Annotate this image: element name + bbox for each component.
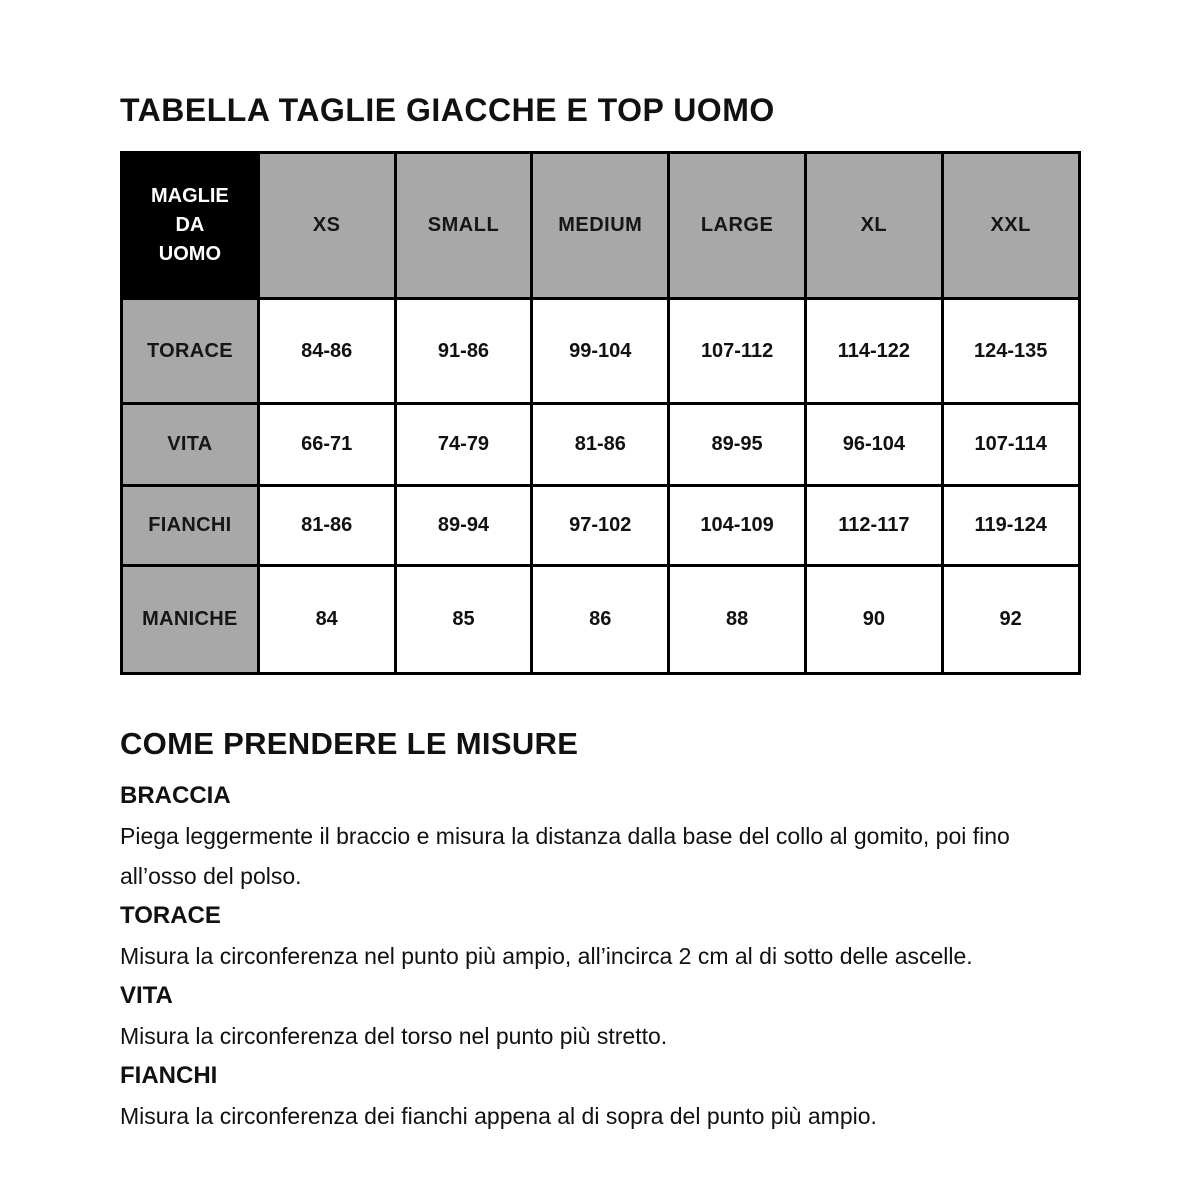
fianchi-small: 89-94 xyxy=(393,484,534,567)
fianchi-medium: 97-102 xyxy=(530,484,671,567)
measure-label-torace: TORACE xyxy=(120,902,221,929)
row-label-vita: VITA xyxy=(120,402,260,487)
maniche-large: 88 xyxy=(667,564,807,675)
measure-item-vita: VITA Misura la circonferenza del torso n… xyxy=(120,976,1080,1056)
page-title: TABELLA TAGLIE GIACCHE E TOP UOMO xyxy=(120,92,775,128)
measure-label-fianchi: FIANCHI xyxy=(120,1062,218,1089)
size-chart-page: TABELLA TAGLIE GIACCHE E TOP UOMO MAGLIE… xyxy=(120,92,1081,1136)
measure-item-torace: TORACE Misura la circonferenza nel punto… xyxy=(120,896,1080,976)
size-table: MAGLIE DA UOMO XS SMALL MEDIUM LARGE XL … xyxy=(120,151,1081,675)
torace-xs: 84-86 xyxy=(256,297,397,405)
row-label-maniche: MANICHE xyxy=(120,564,260,675)
fianchi-xl: 112-117 xyxy=(803,484,944,567)
column-header-xl: XL xyxy=(803,151,944,300)
maniche-small: 85 xyxy=(393,564,534,675)
size-table-header-row: MAGLIE DA UOMO XS SMALL MEDIUM LARGE XL … xyxy=(120,151,1081,300)
table-row-maniche: MANICHE 84 85 86 88 90 92 xyxy=(120,564,1081,675)
measure-text-fianchi: Misura la circonferenza dei fianchi appe… xyxy=(120,1103,877,1129)
torace-small: 91-86 xyxy=(393,297,534,405)
torace-medium: 99-104 xyxy=(530,297,671,405)
measure-section-heading: COME PRENDERE LE MISURE xyxy=(120,726,579,761)
torace-xl: 114-122 xyxy=(803,297,944,405)
vita-xxl: 107-114 xyxy=(940,402,1081,487)
measure-text-braccia: Piega leggermente il braccio e misura la… xyxy=(120,823,1010,889)
column-header-xs: XS xyxy=(256,151,397,300)
table-row-fianchi: FIANCHI 81-86 89-94 97-102 104-109 112-1… xyxy=(120,484,1081,567)
table-row-vita: VITA 66-71 74-79 81-86 89-95 96-104 107-… xyxy=(120,402,1081,487)
maniche-xl: 90 xyxy=(803,564,944,675)
vita-xs: 66-71 xyxy=(256,402,397,487)
row-label-fianchi: FIANCHI xyxy=(120,484,260,567)
vita-medium: 81-86 xyxy=(530,402,671,487)
measure-item-braccia: BRACCIA Piega leggermente il braccio e m… xyxy=(120,776,1080,896)
measure-text-torace: Misura la circonferenza nel punto più am… xyxy=(120,943,973,969)
torace-large: 107-112 xyxy=(667,297,807,405)
fianchi-xs: 81-86 xyxy=(256,484,397,567)
measure-text-vita: Misura la circonferenza del torso nel pu… xyxy=(120,1023,668,1049)
column-header-small: SMALL xyxy=(393,151,534,300)
column-header-large: LARGE xyxy=(667,151,807,300)
maniche-xxl: 92 xyxy=(940,564,1081,675)
measure-instructions: BRACCIA Piega leggermente il braccio e m… xyxy=(120,776,1080,1136)
maniche-xs: 84 xyxy=(256,564,397,675)
corner-cell-label: MAGLIE DA UOMO xyxy=(151,185,229,265)
table-row-torace: TORACE 84-86 91-86 99-104 107-112 114-12… xyxy=(120,297,1081,405)
measure-label-vita: VITA xyxy=(120,982,173,1009)
vita-xl: 96-104 xyxy=(803,402,944,487)
fianchi-large: 104-109 xyxy=(667,484,807,567)
vita-large: 89-95 xyxy=(667,402,807,487)
column-header-xxl: XXL xyxy=(940,151,1081,300)
vita-small: 74-79 xyxy=(393,402,534,487)
torace-xxl: 124-135 xyxy=(940,297,1081,405)
column-header-medium: MEDIUM xyxy=(530,151,671,300)
measure-label-braccia: BRACCIA xyxy=(120,782,231,809)
row-label-torace: TORACE xyxy=(120,297,260,405)
measure-item-fianchi: FIANCHI Misura la circonferenza dei fian… xyxy=(120,1056,1080,1136)
fianchi-xxl: 119-124 xyxy=(940,484,1081,567)
maniche-medium: 86 xyxy=(530,564,671,675)
corner-cell: MAGLIE DA UOMO xyxy=(120,151,260,300)
